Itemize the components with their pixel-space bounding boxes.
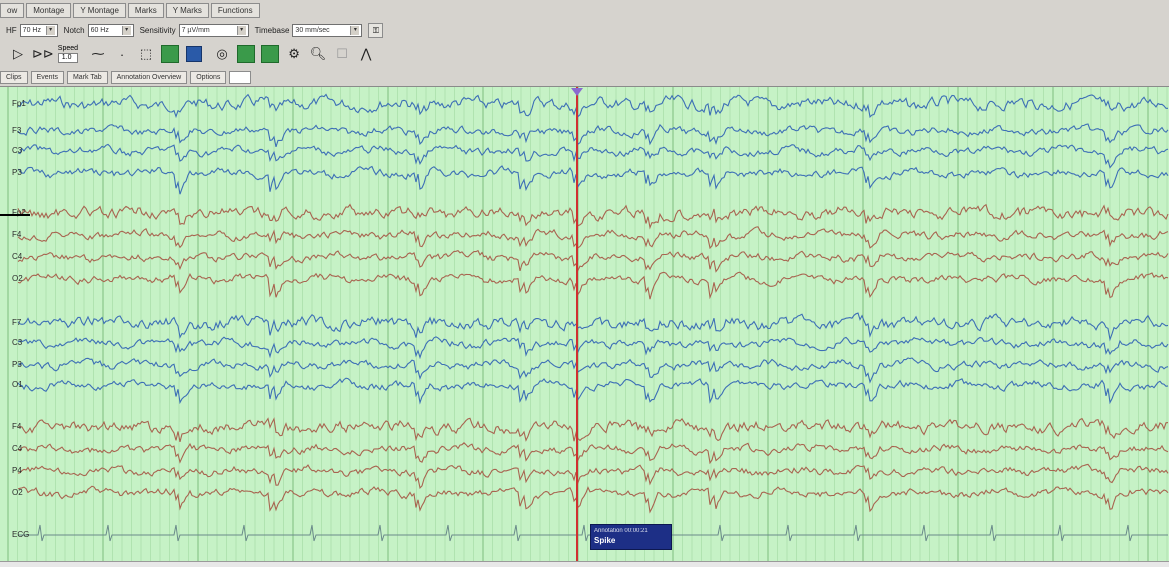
green-grid-2-icon[interactable] [260, 44, 280, 64]
channel-label[interactable]: Fp2 [12, 208, 26, 217]
chevron-down-icon: ▾ [350, 26, 360, 35]
eeg-trace-o2 [17, 485, 1169, 514]
eeg-trace-p3 [17, 165, 1169, 195]
options-checkbox[interactable] [229, 71, 252, 84]
eeg-trace-p4 [17, 463, 1169, 490]
eeg-trace-o2 [17, 271, 1169, 300]
event-annotation-time: Annotation 00:00:21 [594, 528, 648, 534]
spike-icon[interactable]: ⋀ [360, 46, 372, 61]
play-icon[interactable]: ▷ [13, 46, 23, 61]
channel-label[interactable]: F3 [12, 126, 22, 135]
monitor-icon-shape [186, 46, 203, 62]
bottom-scroll-strip[interactable] [0, 561, 1169, 567]
disabled-icon[interactable]: ☐ [336, 46, 348, 61]
notch-value: 60 Hz [90, 27, 109, 34]
eeg-trace-o1 [17, 377, 1169, 405]
waveform-small-icon[interactable]: ⁓ [91, 46, 105, 61]
eeg-trace-f4 [17, 226, 1169, 250]
eeg-trace-fp2 [17, 203, 1169, 230]
channel-label[interactable]: C4 [12, 444, 23, 453]
tab-marks[interactable]: Marks [127, 3, 164, 18]
icon-toolbar: ▷ ⊳⊳ Speed 1.0 ⁓ · ⬚ ◎ ⚙ 🔍︎ ☐ ⋀ [0, 42, 380, 66]
magnifier-icon[interactable]: 🔍︎ [309, 46, 327, 61]
left-marker-line [0, 214, 30, 216]
annotation-overview-button[interactable]: Annotation Overview [110, 71, 188, 84]
channel-green-icon[interactable] [160, 44, 180, 64]
tab-montage[interactable]: Montage [26, 3, 72, 18]
notch-select[interactable]: 60 Hz ▾ [87, 24, 134, 37]
timebase-value: 30 mm/sec [295, 27, 330, 34]
filter-label: HF [6, 26, 17, 35]
mark-tab-button[interactable]: Mark Tab [66, 71, 108, 84]
clips-button[interactable]: Clips [0, 71, 28, 84]
event-marker-head-icon [571, 88, 583, 96]
chevron-down-icon: ▾ [236, 26, 246, 35]
filter-value: 70 Hz [22, 27, 41, 34]
events-button[interactable]: Events [30, 71, 64, 84]
eeg-trace-f4 [17, 417, 1169, 443]
sensitivity-label: Sensitivity [139, 26, 176, 35]
eeg-trace-panel[interactable]: Fp1 F3 C3 P3 Fp2 F4 C4 O2 F7 C3 P3 O1 F4 C4 P4 O2 ECG An… [0, 87, 1169, 561]
record-icon[interactable]: ◎ [216, 46, 228, 61]
dot-icon[interactable]: · [119, 46, 125, 62]
tab-row: ow Montage Y Montage Marks Y Marks Funct… [0, 3, 262, 18]
eeg-waveform-canvas[interactable] [0, 87, 1169, 561]
channel-label[interactable]: O2 [12, 488, 23, 497]
green-grid-icon[interactable] [236, 44, 256, 64]
channel-label[interactable]: F7 [12, 318, 22, 327]
tab-y-montage[interactable]: Y Montage [73, 3, 126, 18]
speed-label: Speed [57, 45, 79, 52]
tab-functions[interactable]: Functions [210, 3, 260, 18]
channel-label[interactable]: O1 [12, 380, 23, 389]
eeg-trace-c4 [17, 249, 1169, 273]
channel-label[interactable]: P3 [12, 360, 22, 369]
lock-icon[interactable]: ⚿ [368, 23, 384, 38]
channel-label[interactable]: Fp1 [12, 99, 26, 108]
channel-select-icon[interactable]: ⬚ [139, 46, 153, 61]
channel-label[interactable]: C3 [12, 338, 23, 347]
action-button-row: Clips Events Mark Tab Annotation Overvie… [0, 71, 254, 85]
eeg-trace-c3 [17, 143, 1169, 169]
sensitivity-select[interactable]: 7 µV/mm ▾ [178, 24, 249, 37]
eeg-trace-p3 [17, 357, 1169, 384]
tab-ow[interactable]: ow [0, 3, 25, 18]
channel-label[interactable]: C4 [12, 252, 23, 261]
channel-label[interactable]: P3 [12, 168, 22, 177]
eeg-trace-f7 [17, 312, 1169, 342]
green-grid-icon-shape [237, 45, 256, 63]
notch-label: Notch [63, 26, 85, 35]
event-annotation-box[interactable]: Annotation 00:00:21 Spike [590, 524, 672, 550]
channel-label[interactable]: F4 [12, 230, 22, 239]
eeg-trace-c3 [17, 336, 1169, 360]
options-button[interactable]: Options [190, 71, 227, 84]
chevron-down-icon: ▾ [121, 26, 131, 35]
green-grid-2-icon-shape [261, 45, 280, 63]
timebase-select[interactable]: 30 mm/sec ▾ [292, 24, 363, 37]
sensitivity-value: 7 µV/mm [181, 27, 210, 34]
speed-control[interactable]: Speed 1.0 [57, 45, 79, 63]
speed-value[interactable]: 1.0 [57, 53, 79, 63]
settings-icon[interactable]: ⚙ [288, 46, 300, 61]
channel-label[interactable]: O2 [12, 274, 23, 283]
channel-label[interactable]: F4 [12, 422, 22, 431]
eeg-trace-f3 [17, 123, 1169, 148]
channel-label[interactable]: C3 [12, 146, 23, 155]
chevron-down-icon: ▾ [45, 26, 55, 35]
channel-label[interactable]: P4 [12, 466, 22, 475]
eeg-trace-fp1 [17, 93, 1168, 119]
eeg-trace-c4 [17, 442, 1169, 465]
tab-y-marks[interactable]: Y Marks [165, 3, 209, 18]
monitor-icon[interactable] [184, 44, 204, 64]
timebase-label: Timebase [254, 26, 290, 35]
toolbar-area: ow Montage Y Montage Marks Y Marks Funct… [0, 0, 1169, 87]
event-annotation-label: Spike [594, 536, 616, 545]
settings-row: HF 70 Hz ▾ Notch 60 Hz ▾ Sensitivity 7 µV/… [0, 22, 384, 39]
filter-select[interactable]: 70 Hz ▾ [19, 24, 58, 37]
fast-forward-icon[interactable]: ⊳⊳ [32, 46, 54, 61]
channel-green-icon-shape [161, 45, 180, 63]
channel-label[interactable]: ECG [12, 530, 30, 539]
